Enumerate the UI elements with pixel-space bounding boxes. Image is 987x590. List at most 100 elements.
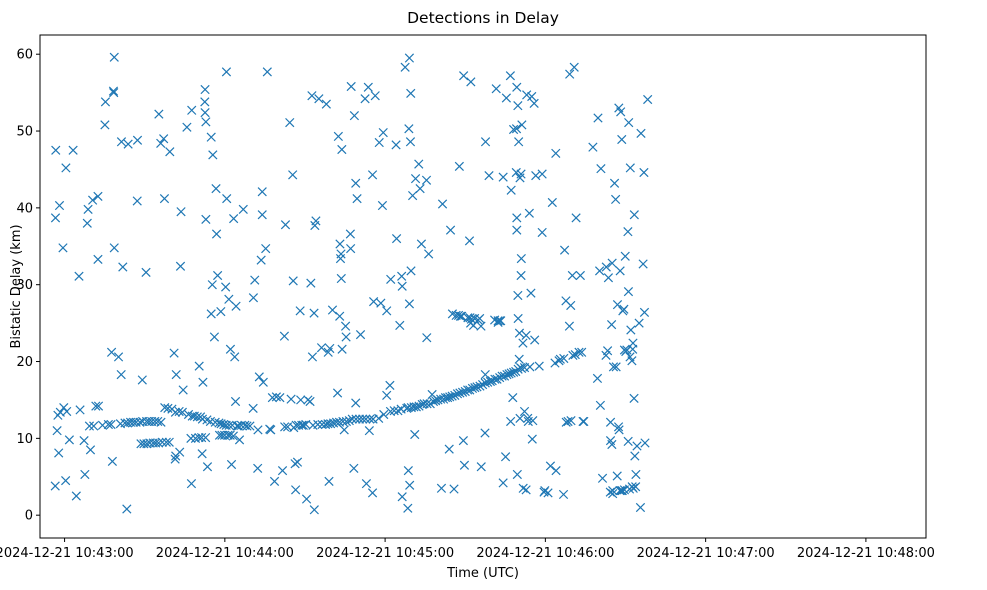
data-point [307, 91, 317, 101]
data-point [624, 117, 634, 128]
data-point [631, 469, 641, 480]
data-point [346, 81, 356, 92]
data-point [280, 422, 290, 432]
data-point [416, 239, 427, 249]
data-point [169, 348, 179, 358]
data-point [605, 487, 615, 497]
data-point [404, 299, 415, 309]
data-point [153, 438, 164, 448]
data-point [358, 414, 368, 424]
data-point [484, 170, 494, 181]
data-point [106, 419, 116, 430]
data-point [518, 338, 528, 348]
data-point [382, 390, 392, 400]
data-point [513, 101, 523, 111]
data-point [132, 196, 142, 206]
data-point [93, 401, 104, 411]
data-point [522, 90, 532, 100]
data-point [109, 243, 119, 253]
data-point [59, 402, 69, 413]
data-point [186, 433, 196, 443]
data-point [603, 273, 614, 283]
data-point [389, 406, 399, 416]
data-point [512, 225, 522, 235]
data-point [314, 94, 324, 104]
data-point [336, 273, 346, 284]
data-point [516, 363, 527, 374]
data-point [457, 387, 468, 397]
data-point [231, 301, 241, 311]
data-point [523, 413, 533, 424]
data-point [528, 416, 538, 426]
data-point [374, 413, 384, 424]
data-point [476, 321, 486, 331]
data-point [508, 393, 518, 403]
data-point [351, 398, 361, 408]
data-point [623, 286, 634, 297]
y-axis: 0 10 20 30 40 50 60 [16, 48, 40, 524]
data-point [103, 419, 114, 430]
data-point [620, 251, 630, 261]
data-point [245, 421, 255, 431]
data-point [514, 137, 524, 147]
data-point [141, 267, 151, 278]
data-point [290, 485, 301, 495]
data-point [84, 421, 95, 431]
data-point [341, 416, 351, 427]
data-point [400, 62, 410, 72]
data-point [411, 402, 421, 412]
x-tick-label: 2024-12-21 10:47:00 [637, 546, 775, 561]
data-point [174, 406, 184, 417]
data-point [559, 245, 570, 255]
data-point [351, 178, 361, 188]
data-point [309, 505, 319, 515]
data-point [410, 174, 421, 184]
data-point [475, 381, 485, 391]
data-point [351, 414, 361, 424]
data-point [234, 435, 245, 445]
data-point [200, 97, 210, 107]
data-point [311, 216, 321, 226]
data-point [575, 270, 585, 281]
data-point [213, 270, 223, 281]
data-point [325, 343, 335, 354]
data-point [391, 233, 402, 244]
data-point [285, 117, 295, 128]
data-point [617, 485, 627, 496]
data-point [608, 485, 618, 496]
data-point [253, 425, 263, 435]
data-point [161, 437, 171, 447]
data-point [200, 84, 210, 95]
data-point [159, 194, 170, 204]
data-point [192, 412, 202, 422]
data-point [515, 413, 525, 424]
x-tick-label: 2024-12-21 10:46:00 [476, 546, 614, 561]
data-point [626, 325, 636, 335]
data-point [118, 262, 128, 272]
data-point [367, 170, 378, 180]
data-point [563, 416, 573, 427]
data-point [464, 236, 475, 246]
data-point [430, 396, 441, 406]
data-point [305, 396, 315, 407]
data-point [156, 417, 166, 427]
data-point [445, 392, 455, 402]
data-point [62, 406, 72, 417]
data-point [164, 437, 174, 447]
data-point [154, 109, 164, 119]
data-point [116, 137, 127, 147]
data-point [640, 438, 650, 448]
data-point [457, 311, 467, 321]
data-point [374, 137, 384, 148]
data-point [480, 428, 490, 438]
data-point [100, 120, 110, 130]
data-point [498, 172, 508, 182]
data-point [160, 402, 170, 413]
data-point [341, 332, 351, 342]
data-point [437, 199, 448, 209]
data-point [206, 309, 216, 319]
data-point [397, 492, 407, 502]
data-point [393, 406, 403, 416]
data-point [230, 396, 241, 407]
data-point [187, 105, 197, 115]
